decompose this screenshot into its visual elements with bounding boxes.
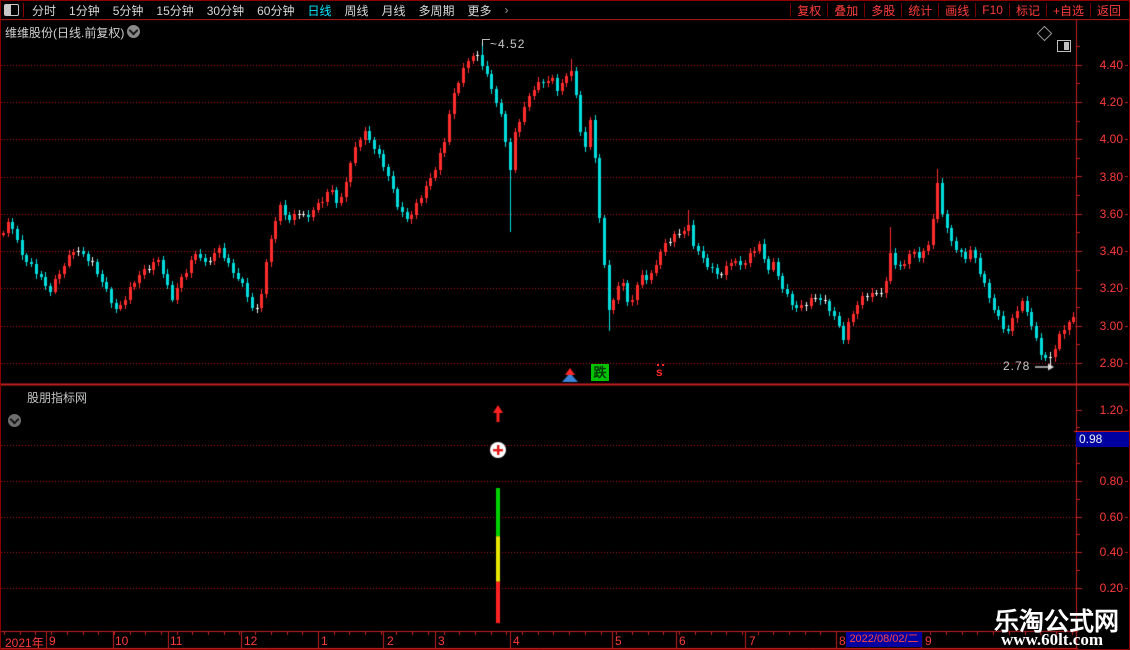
low-annotation: 2.78: [1003, 359, 1031, 373]
timeframe-item-1[interactable]: 1分钟: [69, 3, 100, 18]
toolbar-separator: [1089, 3, 1091, 17]
indicator-axis-label: 0.40: [1099, 545, 1123, 560]
month-label: 6: [679, 634, 686, 648]
toolbar-item-3[interactable]: 统计: [908, 3, 933, 18]
month-label: 9: [925, 634, 932, 648]
timeframe-item-6[interactable]: 日线: [307, 3, 332, 18]
timeframe-item-2[interactable]: 5分钟: [112, 3, 144, 18]
indicator-value-badge: 0.98: [1076, 432, 1129, 447]
price-axis-label: 3.20: [1099, 281, 1123, 296]
price-axis-label: 4.00: [1099, 132, 1123, 147]
layout-icon[interactable]: [1057, 40, 1071, 52]
high-annotation-prefix: ~: [490, 37, 499, 51]
menu-divider: [23, 3, 24, 17]
month-label: 7: [749, 634, 756, 648]
high-annotation: ~4.52: [490, 37, 525, 51]
high-annotation-value: 4.52: [498, 37, 526, 51]
timeframe-item-5[interactable]: 60分钟: [257, 3, 295, 18]
timeframe-item-8[interactable]: 月线: [381, 3, 406, 18]
indicator-name[interactable]: 股朋指标网: [27, 391, 88, 405]
top-menu-bar: 分时 1分钟 5分钟 15分钟 30分钟 60分钟 日线 周线 月线 多周期 更多 › 复权 叠加 多股统…: [1, 1, 1129, 19]
year-label: 2021年: [5, 636, 44, 650]
sell-marker: s: [656, 365, 663, 379]
month-label: 12: [244, 634, 258, 648]
indicator-chevron-icon[interactable]: [8, 414, 21, 427]
toolbar-separator: [790, 3, 792, 17]
indicator-axis-label: 1.20: [1099, 402, 1123, 417]
title-chevron-icon[interactable]: [127, 25, 140, 38]
toolbar-separator: [864, 3, 866, 17]
month-label: 9: [49, 634, 56, 648]
month-label: 5: [615, 634, 622, 648]
watermark-url: www.60lt.com: [1001, 630, 1103, 649]
timeframe-item-4[interactable]: 30分钟: [206, 3, 245, 18]
toolbar-separator: [1045, 3, 1047, 17]
toolbar-item-4[interactable]: 画线: [945, 3, 970, 18]
fall-marker: 跌: [591, 364, 609, 381]
toolbar-separator: [901, 3, 903, 17]
price-axis-label: 2.80: [1099, 356, 1123, 370]
toolbar-item-6[interactable]: 标记: [1015, 3, 1040, 18]
timeframe-item-7[interactable]: 周线: [344, 3, 369, 18]
toolbar-item-5[interactable]: F10: [982, 3, 1003, 17]
toolbar-item-1[interactable]: 叠加: [834, 3, 859, 18]
month-label: 10: [115, 634, 129, 648]
toolbar-item-0[interactable]: 复权: [797, 3, 822, 18]
month-label: 8: [839, 634, 846, 648]
toolbar-separator: [975, 3, 977, 17]
toolbar-item-8[interactable]: 返回: [1096, 3, 1121, 18]
toolbar-separator: [827, 3, 829, 17]
toolbar-separator: [1008, 3, 1010, 17]
month-label: 2: [387, 634, 394, 648]
month-label: 4: [513, 634, 520, 648]
timeframe-item-0[interactable]: 分时: [32, 3, 57, 18]
more-arrow-icon[interactable]: ›: [504, 3, 509, 17]
timeframe-menu: 分时 1分钟 5分钟 15分钟 30分钟 60分钟 日线 周线 月线 多周期 更多 ›: [32, 2, 509, 19]
timeframe-item-3[interactable]: 15分钟: [156, 3, 194, 18]
toolbar-menu: 复权 叠加 多股 统计 画线 F10 标记 +自选 返回: [790, 2, 1127, 19]
price-axis-label: 3.80: [1099, 169, 1123, 184]
toolbar-separator: [938, 3, 940, 17]
price-axis-label: 4.40: [1099, 57, 1123, 72]
price-axis-label: 3.00: [1099, 318, 1123, 333]
toolbar-item-2[interactable]: 多股: [871, 3, 896, 18]
chart-title[interactable]: 维维股份(日线.前复权): [5, 26, 125, 40]
indicator-axis-label: 0.60: [1099, 509, 1123, 524]
timeframe-item-10[interactable]: 更多: [467, 3, 492, 18]
price-axis-label: 4.20: [1099, 94, 1123, 109]
date-tag: 2022/08/02/二: [846, 632, 922, 647]
sell-marker-dots: [657, 364, 659, 366]
watermark-title: 乐淘公式网: [994, 609, 1120, 636]
indicator-axis-label: 0.20: [1099, 581, 1123, 595]
timeframe-item-9[interactable]: 多周期: [418, 3, 455, 18]
month-label: 11: [170, 634, 183, 648]
month-label: 3: [438, 634, 445, 648]
high-annotation-hook: [482, 39, 490, 46]
window-control-icon[interactable]: [4, 4, 19, 16]
price-axis-label: 3.60: [1099, 206, 1123, 221]
indicator-axis-label: 0.80: [1099, 473, 1123, 488]
toolbar-item-7[interactable]: +自选: [1052, 3, 1084, 18]
price-axis-label: 3.40: [1099, 244, 1123, 259]
month-label: 1: [321, 634, 328, 648]
